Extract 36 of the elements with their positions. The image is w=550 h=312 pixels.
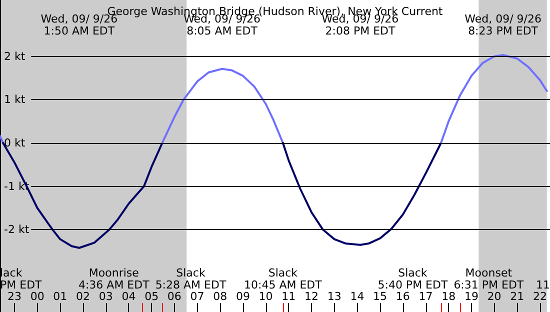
annotation: lack PM EDT xyxy=(0,266,42,292)
x-tick-label: 01 xyxy=(53,290,68,303)
x-tick-label: 02 xyxy=(76,290,90,303)
x-tick-label: 17 xyxy=(418,290,433,303)
ref-line-label: Slack 5:40 PM EDT xyxy=(378,266,448,292)
x-tick-label: 11 xyxy=(282,290,296,303)
x-tick-label: 08 xyxy=(213,290,228,303)
ref-line-label: Slack 10:45 AM EDT xyxy=(244,266,322,292)
annotation: 11 xyxy=(536,278,550,292)
x-tick-label: 13 xyxy=(327,290,342,303)
y-tick-label: 1 kt xyxy=(4,93,26,106)
x-tick-label: 09 xyxy=(236,290,250,303)
x-tick-label: 22 xyxy=(533,290,547,303)
x-tick-label: 04 xyxy=(122,290,136,303)
x-tick-label: 05 xyxy=(144,290,159,303)
ref-line-label: Moonset 6:31 PM EDT xyxy=(454,266,524,292)
ref-line-label: Moonrise 4:36 AM EDT xyxy=(78,266,150,292)
x-tick-label: 20 xyxy=(487,290,502,303)
y-tick-label: -2 kt xyxy=(4,223,30,236)
annotation: Wed, 09/ 9/26 8:23 PM EDT xyxy=(464,12,542,38)
x-tick-label: 15 xyxy=(373,290,388,303)
y-tick-label: 0 kt xyxy=(4,136,26,150)
x-tick-label: 21 xyxy=(510,290,524,303)
y-tick-label: 2 kt xyxy=(4,50,26,63)
x-tick-label: 19 xyxy=(464,290,478,303)
x-tick-label: 23 xyxy=(7,290,22,303)
x-tick-label: 12 xyxy=(304,290,319,303)
x-tick-label: 06 xyxy=(167,290,182,303)
x-tick-label: 03 xyxy=(98,290,113,303)
x-tick-label: 10 xyxy=(258,290,273,303)
x-tick-label: 16 xyxy=(396,290,410,303)
x-tick-label: 00 xyxy=(30,290,44,303)
x-tick-label: 18 xyxy=(442,290,456,303)
ref-line-label: Slack 5:28 AM EDT xyxy=(155,266,226,292)
x-tick-label: 14 xyxy=(350,290,364,303)
x-tick-label: 07 xyxy=(190,290,204,303)
